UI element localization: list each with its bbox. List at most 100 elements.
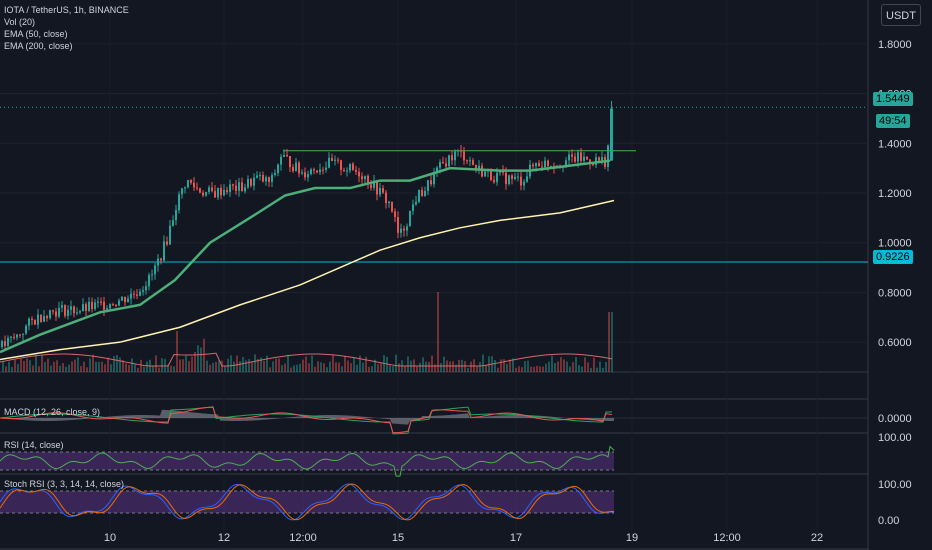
volume-bar	[110, 364, 112, 372]
volume-bar	[35, 354, 37, 372]
candle-body	[361, 176, 363, 180]
candle-body	[571, 154, 573, 157]
volume-bar	[14, 359, 16, 372]
candle-body	[415, 201, 417, 205]
candle-body	[397, 217, 399, 233]
volume-bar	[230, 355, 232, 372]
candle-body	[325, 167, 327, 170]
candle-body	[46, 316, 48, 319]
candle-body	[61, 305, 63, 308]
volume-bar	[500, 359, 502, 372]
candle-body	[358, 171, 360, 177]
symbol-title[interactable]: IOTA / TetherUS, 1h, BINANCE	[4, 5, 129, 15]
candle-body	[586, 156, 588, 160]
volume-bar	[164, 358, 166, 372]
ema200-line	[0, 199, 615, 361]
volume-bar	[296, 364, 298, 372]
volume-bar	[515, 367, 517, 372]
candle-body	[163, 241, 165, 261]
candle-body	[436, 167, 438, 174]
candle-body	[307, 174, 309, 178]
y-tick-label: 0.8000	[878, 287, 912, 299]
volume-bar	[293, 365, 295, 372]
candle-body	[367, 175, 369, 185]
volume-bar	[92, 354, 94, 372]
volume-bar	[479, 361, 481, 372]
rsi-title[interactable]: RSI (14, close)	[4, 440, 64, 450]
rsi-line	[0, 445, 615, 477]
volume-bar	[113, 355, 115, 372]
volume-bar	[107, 357, 109, 372]
candle-body	[226, 189, 228, 192]
candle-body	[154, 265, 156, 275]
candle-body	[265, 177, 267, 182]
candle-body	[313, 169, 315, 171]
candle-body	[433, 173, 435, 185]
study-ema200[interactable]: EMA (200, close)	[4, 41, 73, 51]
x-tick-label: 12:00	[713, 532, 741, 544]
candle-body	[139, 291, 141, 296]
study-ema50[interactable]: EMA (50, close)	[4, 29, 68, 39]
candle-body	[262, 174, 264, 182]
candle-body	[451, 155, 453, 161]
study-vol[interactable]: Vol (20)	[4, 17, 36, 27]
macd-signal-line	[0, 406, 613, 434]
candle-body	[130, 293, 132, 299]
candle-body	[67, 309, 69, 316]
volume-bar	[146, 361, 148, 372]
candle-body	[280, 156, 282, 165]
stoch-title[interactable]: Stoch RSI (3, 3, 14, 14, close)	[4, 479, 125, 489]
volume-bar	[272, 361, 274, 372]
volume-bar	[74, 359, 76, 372]
volume-bar	[206, 360, 208, 372]
candle-body	[157, 258, 159, 266]
candle-body	[205, 191, 207, 196]
candle-body	[496, 172, 498, 183]
candle-body	[508, 175, 510, 185]
candle-body	[490, 170, 492, 180]
candle-body	[295, 162, 297, 172]
candle-body	[136, 294, 138, 296]
volume-bar	[425, 361, 427, 372]
volume-bar	[29, 360, 31, 372]
candle-body	[403, 228, 405, 231]
macd-title[interactable]: MACD (12, 26, close, 9)	[4, 407, 101, 417]
volume-bar	[305, 356, 307, 372]
currency-button[interactable]: USDT	[881, 4, 921, 26]
volume-bar	[365, 356, 367, 372]
volume-bar	[314, 366, 316, 372]
candle-body	[457, 150, 459, 152]
volume-bar	[437, 292, 439, 372]
x-tick-label: 22	[811, 532, 823, 544]
candle-body	[601, 157, 603, 161]
volume-bar	[566, 361, 568, 372]
candle-body	[382, 188, 384, 193]
volume-bar	[188, 361, 190, 372]
x-tick-label: 10	[104, 532, 116, 544]
volume-bar	[23, 361, 25, 372]
rsi-band	[0, 452, 614, 470]
volume-bar	[104, 364, 106, 372]
candle-body	[406, 226, 408, 231]
candle-body	[352, 163, 354, 170]
candle-body	[193, 182, 195, 188]
candle-body	[22, 333, 24, 335]
volume-bar	[476, 366, 478, 372]
candle-body	[199, 188, 201, 193]
volume-bar	[596, 367, 598, 372]
volume-bar	[236, 355, 238, 372]
y-tick-label: 1.8000	[878, 39, 912, 51]
candle-body	[478, 165, 480, 170]
candle-body	[532, 164, 534, 167]
candle-body	[124, 297, 126, 303]
candle-body	[337, 159, 339, 161]
candle-body	[589, 159, 591, 164]
candle-body	[145, 286, 147, 291]
volume-bar	[587, 362, 589, 372]
candle-body	[133, 293, 135, 295]
volume-bar	[452, 361, 454, 372]
volume-bar	[191, 356, 193, 372]
candle-body	[16, 334, 18, 338]
candle-body	[520, 176, 522, 186]
